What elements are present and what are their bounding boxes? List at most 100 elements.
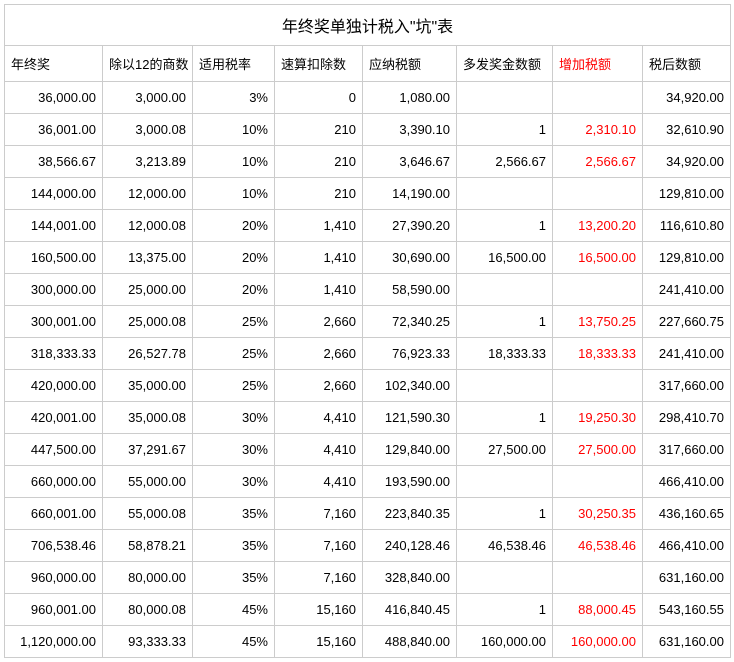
- table-cell: 241,410.00: [643, 274, 731, 306]
- table-cell: 35%: [193, 498, 275, 530]
- table-cell: 38,566.67: [5, 146, 103, 178]
- table-cell: 1: [457, 210, 553, 242]
- table-cell: 36,000.00: [5, 82, 103, 114]
- table-cell: [553, 274, 643, 306]
- table-cell: 416,840.45: [363, 594, 457, 626]
- table-cell: 80,000.00: [103, 562, 193, 594]
- table-cell: 1: [457, 498, 553, 530]
- table-cell: 13,200.20: [553, 210, 643, 242]
- table-cell: 3,000.08: [103, 114, 193, 146]
- table-cell: [553, 562, 643, 594]
- table-row: 300,000.0025,000.0020%1,41058,590.00241,…: [5, 274, 731, 306]
- table-cell: 55,000.08: [103, 498, 193, 530]
- table-cell: 3,000.00: [103, 82, 193, 114]
- table-cell: 706,538.46: [5, 530, 103, 562]
- table-cell: 466,410.00: [643, 466, 731, 498]
- table-cell: 0: [275, 82, 363, 114]
- table-row: 447,500.0037,291.6730%4,410129,840.0027,…: [5, 434, 731, 466]
- table-cell: 76,923.33: [363, 338, 457, 370]
- table-cell: 30,250.35: [553, 498, 643, 530]
- table-row: 318,333.3326,527.7825%2,66076,923.3318,3…: [5, 338, 731, 370]
- table-cell: 2,566.67: [553, 146, 643, 178]
- table-cell: 32,610.90: [643, 114, 731, 146]
- table-cell: [553, 466, 643, 498]
- table-header-row: 年终奖除以12的商数适用税率速算扣除数应纳税额多发奖金数额增加税额税后数额: [5, 46, 731, 82]
- table-cell: 1: [457, 114, 553, 146]
- table-cell: 16,500.00: [457, 242, 553, 274]
- table-cell: 3,390.10: [363, 114, 457, 146]
- table-cell: 2,660: [275, 370, 363, 402]
- table-row: 144,001.0012,000.0820%1,41027,390.20113,…: [5, 210, 731, 242]
- table-cell: 45%: [193, 626, 275, 658]
- table-cell: 1,120,000.00: [5, 626, 103, 658]
- table-cell: 317,660.00: [643, 434, 731, 466]
- table-cell: 2,566.67: [457, 146, 553, 178]
- table-row: 960,000.0080,000.0035%7,160328,840.00631…: [5, 562, 731, 594]
- table-cell: 7,160: [275, 562, 363, 594]
- table-cell: 660,001.00: [5, 498, 103, 530]
- table-cell: [553, 178, 643, 210]
- column-header: 适用税率: [193, 46, 275, 82]
- table-cell: 13,375.00: [103, 242, 193, 274]
- table-cell: 36,001.00: [5, 114, 103, 146]
- table-cell: 10%: [193, 178, 275, 210]
- table-cell: 116,610.80: [643, 210, 731, 242]
- table-cell: 241,410.00: [643, 338, 731, 370]
- table-cell: 25%: [193, 370, 275, 402]
- table-cell: 160,000.00: [457, 626, 553, 658]
- table-cell: 2,660: [275, 306, 363, 338]
- table-cell: 223,840.35: [363, 498, 457, 530]
- table-cell: 46,538.46: [553, 530, 643, 562]
- table-cell: 466,410.00: [643, 530, 731, 562]
- table-cell: 93,333.33: [103, 626, 193, 658]
- table-cell: 129,840.00: [363, 434, 457, 466]
- table-cell: 80,000.08: [103, 594, 193, 626]
- table-cell: 144,001.00: [5, 210, 103, 242]
- table-cell: 436,160.65: [643, 498, 731, 530]
- table-cell: [553, 82, 643, 114]
- table-cell: 1: [457, 594, 553, 626]
- table-cell: 27,500.00: [457, 434, 553, 466]
- table-cell: [457, 370, 553, 402]
- table-cell: 121,590.30: [363, 402, 457, 434]
- table-row: 36,000.003,000.003%01,080.00 34,920.00: [5, 82, 731, 114]
- table-cell: 20%: [193, 242, 275, 274]
- column-header: 年终奖: [5, 46, 103, 82]
- table-cell: 210: [275, 114, 363, 146]
- table-row: 660,000.0055,000.0030%4,410193,590.00466…: [5, 466, 731, 498]
- table-cell: 1,410: [275, 274, 363, 306]
- table-cell: 1,080.00: [363, 82, 457, 114]
- table-cell: 20%: [193, 210, 275, 242]
- table-cell: 34,920.00: [643, 82, 731, 114]
- table-cell: 210: [275, 146, 363, 178]
- bonus-tax-table: 年终奖单独计税入"坑"表 年终奖除以12的商数适用税率速算扣除数应纳税额多发奖金…: [4, 4, 731, 658]
- table-row: 1,120,000.0093,333.3345%15,160488,840.00…: [5, 626, 731, 658]
- table-title: 年终奖单独计税入"坑"表: [5, 5, 731, 46]
- table-row: 144,000.0012,000.0010%21014,190.00129,81…: [5, 178, 731, 210]
- table-cell: 30%: [193, 466, 275, 498]
- table-cell: 25,000.00: [103, 274, 193, 306]
- table-cell: [457, 274, 553, 306]
- table-row: 660,001.0055,000.0835%7,160223,840.35130…: [5, 498, 731, 530]
- column-header: 速算扣除数: [275, 46, 363, 82]
- table-cell: 7,160: [275, 530, 363, 562]
- table-cell: 19,250.30: [553, 402, 643, 434]
- column-header: 增加税额: [553, 46, 643, 82]
- table-cell: 3%: [193, 82, 275, 114]
- table-cell: [457, 178, 553, 210]
- table-cell: 300,001.00: [5, 306, 103, 338]
- table-cell: 10%: [193, 114, 275, 146]
- table-cell: 27,390.20: [363, 210, 457, 242]
- table-cell: 35%: [193, 530, 275, 562]
- table-cell: 12,000.08: [103, 210, 193, 242]
- table-cell: 210: [275, 178, 363, 210]
- table-cell: 34,920.00: [643, 146, 731, 178]
- table-row: 38,566.673,213.8910%2103,646.672,566.672…: [5, 146, 731, 178]
- table-row: 160,500.0013,375.0020%1,41030,690.0016,5…: [5, 242, 731, 274]
- table-cell: 25,000.08: [103, 306, 193, 338]
- table-row: 420,000.0035,000.0025%2,660102,340.00317…: [5, 370, 731, 402]
- table-cell: 240,128.46: [363, 530, 457, 562]
- table-cell: 25%: [193, 306, 275, 338]
- table-cell: 72,340.25: [363, 306, 457, 338]
- table-cell: 26,527.78: [103, 338, 193, 370]
